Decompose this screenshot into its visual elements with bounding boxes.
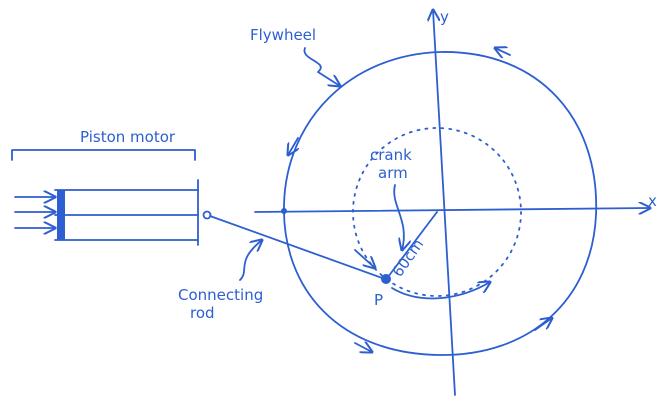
crank-pointer xyxy=(394,185,404,250)
point-label: P xyxy=(374,291,383,309)
piston-head xyxy=(57,190,65,240)
crank-label: arm xyxy=(378,164,408,182)
connecting-rod xyxy=(210,216,385,279)
length-label: 60cm xyxy=(389,236,428,281)
flywheel-label: Flywheel xyxy=(250,26,316,44)
piston-label: Piston motor xyxy=(80,128,176,146)
crank-label: crank xyxy=(370,146,412,164)
rotation-arrow xyxy=(355,343,372,352)
rotation-arrow xyxy=(495,48,510,55)
x-axis-label: x xyxy=(648,192,657,210)
y-axis xyxy=(433,10,455,395)
flywheel-pointer xyxy=(304,48,340,86)
pivot-dot xyxy=(281,208,287,214)
flywheel-circle xyxy=(284,52,596,355)
rod-joint xyxy=(204,212,211,219)
diagram: y x Piston motor P 60cm Flywheel crank a… xyxy=(0,0,662,402)
page: y x Piston motor P 60cm Flywheel crank a… xyxy=(0,0,662,402)
y-axis-label: y xyxy=(440,8,449,26)
rod-label: Connecting xyxy=(178,286,263,304)
x-axis xyxy=(255,208,650,212)
rotation-arrow xyxy=(535,318,552,330)
rod-label: rod xyxy=(190,304,215,322)
bracket xyxy=(12,150,195,160)
pointer-arrow xyxy=(355,250,375,268)
rod-pointer xyxy=(240,240,262,280)
point-p xyxy=(381,274,391,284)
